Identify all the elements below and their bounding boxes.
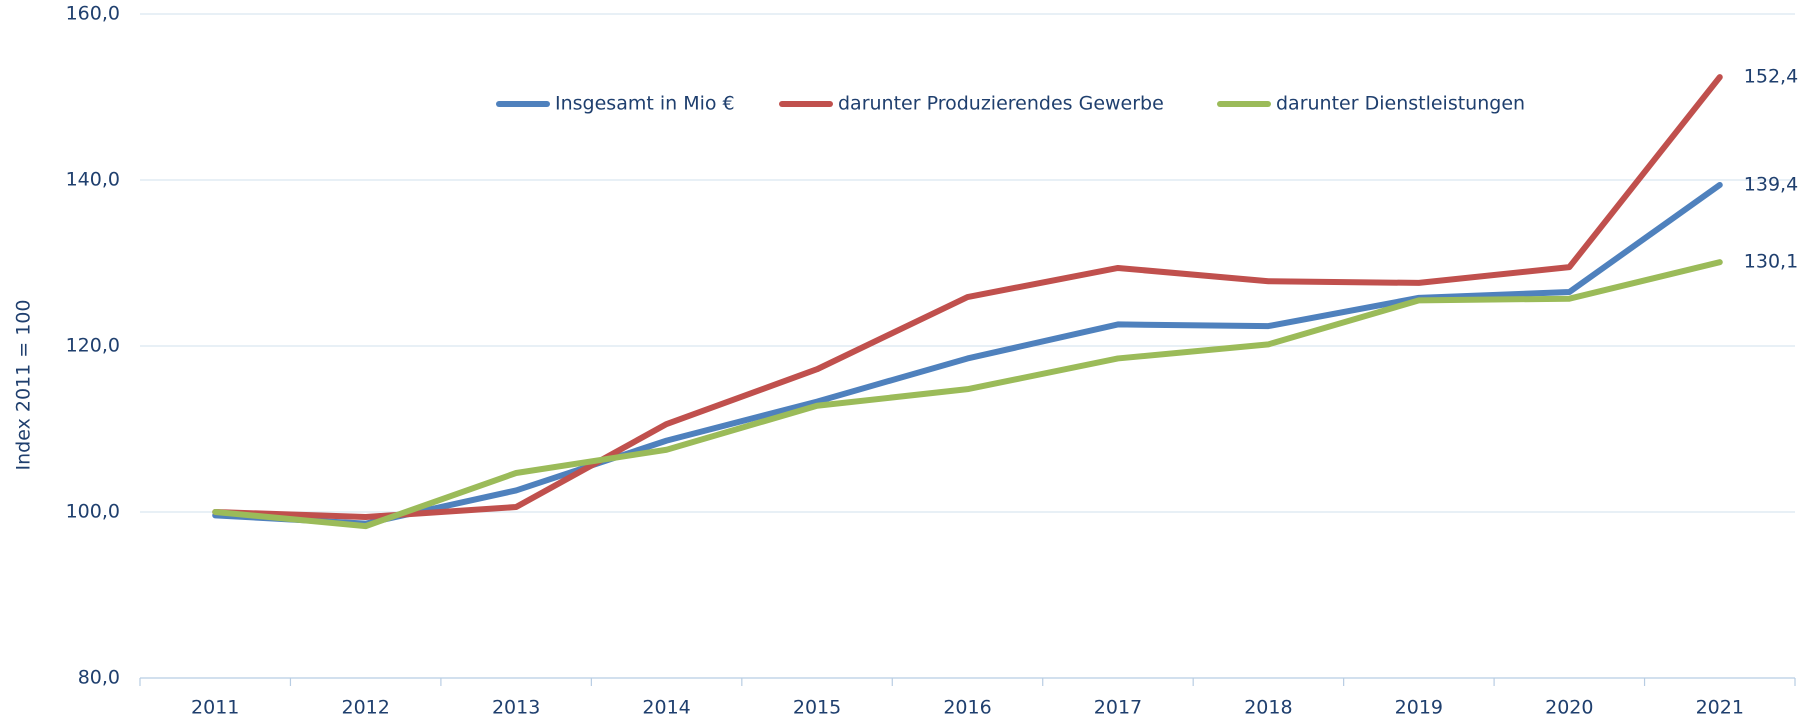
data-label: 130,1 xyxy=(1744,251,1798,273)
y-tick-label: 100,0 xyxy=(66,501,120,523)
x-tick-label: 2016 xyxy=(943,697,991,719)
x-tick-label: 2019 xyxy=(1395,697,1443,719)
legend-label: darunter Produzierendes Gewerbe xyxy=(838,93,1164,115)
y-tick-label: 120,0 xyxy=(66,335,120,357)
x-tick-label: 2013 xyxy=(492,697,540,719)
y-tick-label: 80,0 xyxy=(78,667,120,689)
y-tick-label: 140,0 xyxy=(66,169,120,191)
legend-label: darunter Dienstleistungen xyxy=(1276,93,1525,115)
series-line xyxy=(212,259,1723,530)
data-label: 152,4 xyxy=(1744,66,1798,88)
x-tick-label: 2014 xyxy=(642,697,690,719)
x-tick-label: 2020 xyxy=(1545,697,1593,719)
x-tick-label: 2015 xyxy=(793,697,841,719)
data-label: 139,4 xyxy=(1744,173,1798,195)
x-tick-label: 2011 xyxy=(191,697,239,719)
y-tick-label: 160,0 xyxy=(66,3,120,25)
y-axis-label: Index 2011 = 100 xyxy=(13,300,35,471)
x-tick-label: 2018 xyxy=(1244,697,1292,719)
x-tick-label: 2012 xyxy=(342,697,390,719)
legend-label: Insgesamt in Mio € xyxy=(555,93,735,115)
x-tick-label: 2017 xyxy=(1094,697,1142,719)
x-tick-label: 2021 xyxy=(1696,697,1744,719)
series-line xyxy=(212,74,1723,520)
series-line xyxy=(212,181,1723,527)
